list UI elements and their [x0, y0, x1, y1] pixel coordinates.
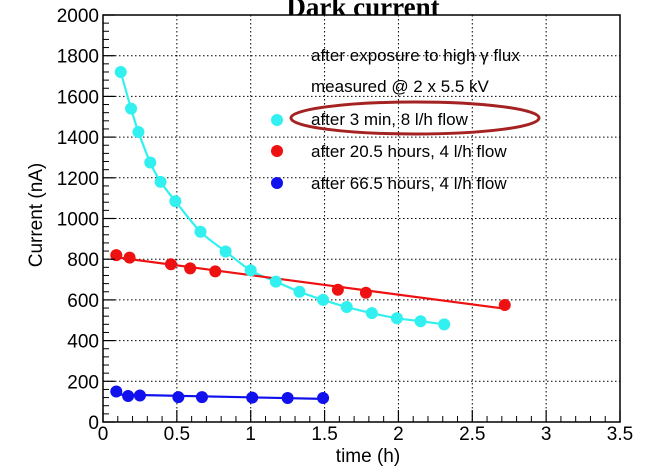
- data-point: [195, 391, 208, 404]
- data-point: [172, 391, 185, 404]
- legend: after exposure to high γ flux measured @…: [271, 46, 541, 193]
- x-tick-label: 3.5: [607, 424, 633, 445]
- x-tick-label: 2.5: [459, 424, 485, 445]
- data-point: [359, 286, 372, 299]
- data-point: [438, 318, 451, 331]
- data-point: [184, 262, 197, 275]
- data-point: [414, 315, 427, 328]
- x-tick-label: 2: [393, 424, 404, 445]
- legend-header-line-2: measured @ 2 x 5.5 kV: [311, 77, 490, 96]
- data-point: [125, 102, 138, 115]
- data-point: [317, 293, 330, 306]
- x-tick-label: 0: [98, 424, 109, 445]
- legend-entry-label: after 20.5 hours, 4 l/h flow: [311, 142, 507, 161]
- data-point: [194, 225, 207, 238]
- y-tick-label: 400: [67, 332, 99, 353]
- x-tick-labels: 0 0.5 1 1.5 2 2.5 3 3.5: [98, 424, 634, 445]
- legend-header-line-1: after exposure to high γ flux: [311, 46, 520, 65]
- data-point: [133, 389, 146, 402]
- data-point: [169, 195, 182, 208]
- data-point: [246, 391, 259, 404]
- x-tick-label: 1.5: [311, 424, 337, 445]
- data-point: [498, 298, 511, 311]
- x-tick-label: 3: [541, 424, 552, 445]
- data-point: [244, 264, 257, 277]
- data-point: [144, 156, 157, 169]
- data-point: [390, 312, 403, 325]
- y-tick-label: 1400: [57, 128, 99, 149]
- legend-marker: [271, 145, 283, 157]
- y-tick-labels: 0 200 400 600 800 1000 1200 1400 1600 1800 2000: [57, 6, 99, 434]
- y-tick-label: 1800: [57, 47, 99, 68]
- data-point: [164, 258, 177, 271]
- data-point: [132, 126, 145, 139]
- x-tick-label: 1: [245, 424, 256, 445]
- y-tick-label: 1600: [57, 87, 99, 108]
- fit-line: [116, 256, 505, 310]
- highlight-ellipse: [289, 100, 541, 136]
- legend-entry-label: after 66.5 hours, 4 l/h flow: [311, 174, 507, 193]
- data-point: [114, 65, 127, 78]
- y-axis-label: Current (nA): [26, 163, 47, 268]
- y-tick-label: 800: [67, 250, 99, 271]
- data-point: [269, 275, 282, 288]
- data-point: [122, 389, 135, 402]
- data-point: [340, 301, 353, 314]
- legend-marker: [271, 114, 283, 126]
- y-tick-label: 600: [67, 291, 99, 312]
- legend-entry-label: after 3 min, 8 l/h flow: [311, 110, 469, 129]
- y-tick-label: 2000: [57, 6, 99, 27]
- data-point: [154, 175, 167, 188]
- data-point: [281, 391, 294, 404]
- data-point: [317, 391, 330, 404]
- chart-title: Dark current: [286, 0, 439, 22]
- data-point: [123, 251, 136, 264]
- x-axis-label: time (h): [336, 446, 400, 467]
- data-point: [110, 249, 123, 262]
- y-tick-label: 1000: [57, 210, 99, 231]
- legend-marker: [271, 177, 283, 189]
- y-tick-label: 0: [88, 413, 99, 434]
- y-tick-label: 1200: [57, 169, 99, 190]
- y-tick-label: 200: [67, 372, 99, 393]
- data-point: [110, 385, 123, 398]
- data-point: [293, 285, 306, 298]
- data-point: [209, 265, 222, 278]
- data-point: [331, 283, 344, 296]
- axis-ticks: [102, 14, 621, 423]
- data-point: [365, 307, 378, 320]
- data-points: [110, 65, 511, 404]
- data-point: [219, 245, 232, 258]
- x-tick-label: 0.5: [164, 424, 190, 445]
